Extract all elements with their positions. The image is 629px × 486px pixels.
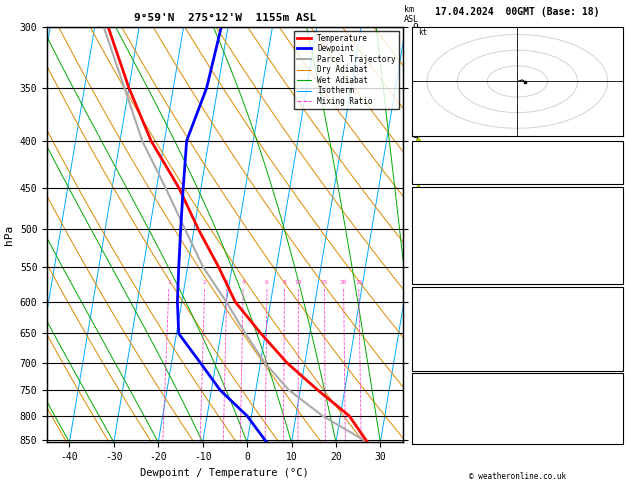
Text: StmDir: StmDir <box>415 416 447 425</box>
Text: Totals Totals: Totals Totals <box>415 156 485 166</box>
X-axis label: Dewpoint / Temperature (°C): Dewpoint / Temperature (°C) <box>140 468 309 478</box>
Title: 9°59'N  275°12'W  1155m ASL: 9°59'N 275°12'W 1155m ASL <box>134 13 316 23</box>
Text: Lifted Index: Lifted Index <box>415 243 480 252</box>
Text: 4: 4 <box>242 280 245 285</box>
Text: Hodograph: Hodograph <box>493 375 542 384</box>
Text: Dewp (°C): Dewp (°C) <box>415 216 464 225</box>
Text: kt: kt <box>418 28 427 36</box>
Text: 5: 5 <box>614 430 620 439</box>
Text: -1: -1 <box>609 389 620 398</box>
Text: 0: 0 <box>614 357 620 366</box>
Text: StmSpd (kt): StmSpd (kt) <box>415 430 474 439</box>
Text: 10: 10 <box>294 280 302 285</box>
Text: CIN (J): CIN (J) <box>415 357 453 366</box>
Text: 17.04.2024  00GMT (Base: 18): 17.04.2024 00GMT (Base: 18) <box>435 7 599 17</box>
Text: 1: 1 <box>167 280 170 285</box>
Text: 887: 887 <box>603 302 620 312</box>
Text: © weatheronline.co.uk: © weatheronline.co.uk <box>469 472 566 481</box>
Text: 25: 25 <box>355 280 362 285</box>
Text: Lifted Index: Lifted Index <box>415 330 480 339</box>
Text: CAPE (J): CAPE (J) <box>415 257 458 266</box>
Text: 20: 20 <box>340 280 347 285</box>
Text: EH: EH <box>415 389 426 398</box>
Text: 27.1: 27.1 <box>598 202 620 211</box>
Text: Most Unstable: Most Unstable <box>482 289 552 298</box>
Text: Surface: Surface <box>499 189 536 198</box>
Text: SREH: SREH <box>415 402 437 412</box>
Text: 9: 9 <box>614 330 620 339</box>
Text: Pressure (mb): Pressure (mb) <box>415 302 485 312</box>
Text: 3: 3 <box>225 280 229 285</box>
Text: 28: 28 <box>609 156 620 166</box>
Text: 0: 0 <box>614 270 620 279</box>
Text: 0: 0 <box>614 343 620 352</box>
Text: 9: 9 <box>614 243 620 252</box>
Text: CAPE (J): CAPE (J) <box>415 343 458 352</box>
Y-axis label: hPa: hPa <box>4 225 14 244</box>
Text: Mixing Ratio (g/kg): Mixing Ratio (g/kg) <box>421 253 430 341</box>
Text: CIN (J): CIN (J) <box>415 270 453 279</box>
Text: km
ASL: km ASL <box>404 5 419 24</box>
Text: 15: 15 <box>321 280 328 285</box>
Text: 0.7: 0.7 <box>603 170 620 179</box>
Text: θₑ(K): θₑ(K) <box>415 229 442 239</box>
Text: Temp (°C): Temp (°C) <box>415 202 464 211</box>
Text: 329: 329 <box>603 316 620 325</box>
Text: 6: 6 <box>265 280 269 285</box>
Text: -1: -1 <box>609 402 620 412</box>
Text: K: K <box>415 143 421 152</box>
Text: 101°: 101° <box>598 416 620 425</box>
Text: -6: -6 <box>609 143 620 152</box>
Legend: Temperature, Dewpoint, Parcel Trajectory, Dry Adiabat, Wet Adiabat, Isotherm, Mi: Temperature, Dewpoint, Parcel Trajectory… <box>294 31 399 109</box>
Text: 4.4: 4.4 <box>603 216 620 225</box>
Text: θₑ (K): θₑ (K) <box>415 316 447 325</box>
Text: 2: 2 <box>203 280 206 285</box>
Text: PW (cm): PW (cm) <box>415 170 453 179</box>
Text: 8: 8 <box>282 280 286 285</box>
Text: 0: 0 <box>614 257 620 266</box>
Text: 329: 329 <box>603 229 620 239</box>
